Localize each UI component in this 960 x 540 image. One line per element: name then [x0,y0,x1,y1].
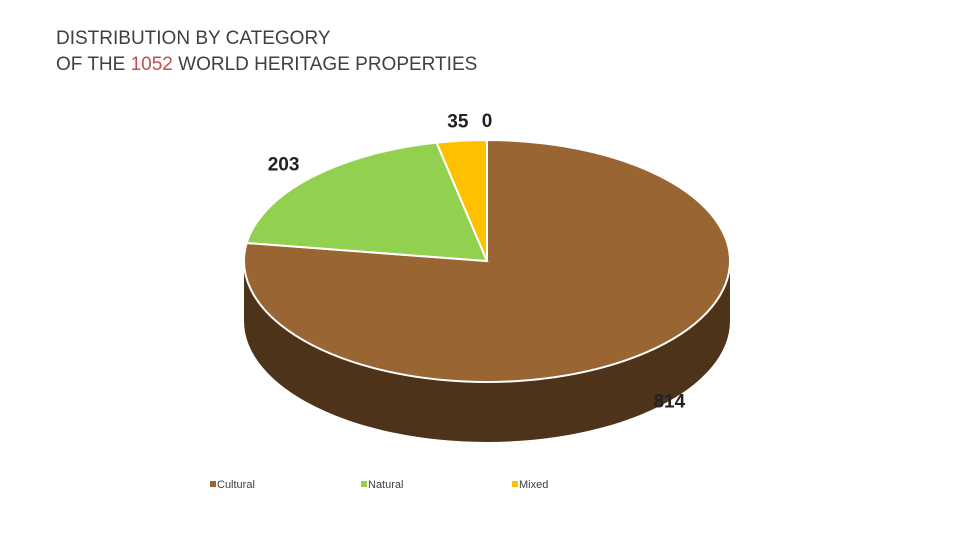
title-line: OF THE 1052 WORLD HERITAGE PROPERTIES [56,52,477,78]
title-line: DISTRIBUTION BY CATEGORY [56,28,331,49]
legend-label: Natural [368,479,403,491]
slice [245,141,489,263]
title-text: OF THE [56,54,126,75]
legend-label: Mixed [519,479,548,491]
title-text: WORLD HERITAGE PROPERTIES [178,54,478,75]
title-number: 1052 [130,54,173,75]
slice-side [244,261,730,442]
value-label: 203 [268,155,300,176]
value-label: 814 [653,391,685,412]
value-label: 0 [482,111,493,132]
legend-swatch [512,481,518,487]
title: DISTRIBUTION BY CATEGORY OF THE 1052 WOR… [56,26,477,78]
legend-swatch [361,481,367,487]
legend-swatch [210,481,216,487]
slice [243,138,731,383]
value-label: 35 [447,112,469,133]
legend-label: Cultural [217,479,255,491]
